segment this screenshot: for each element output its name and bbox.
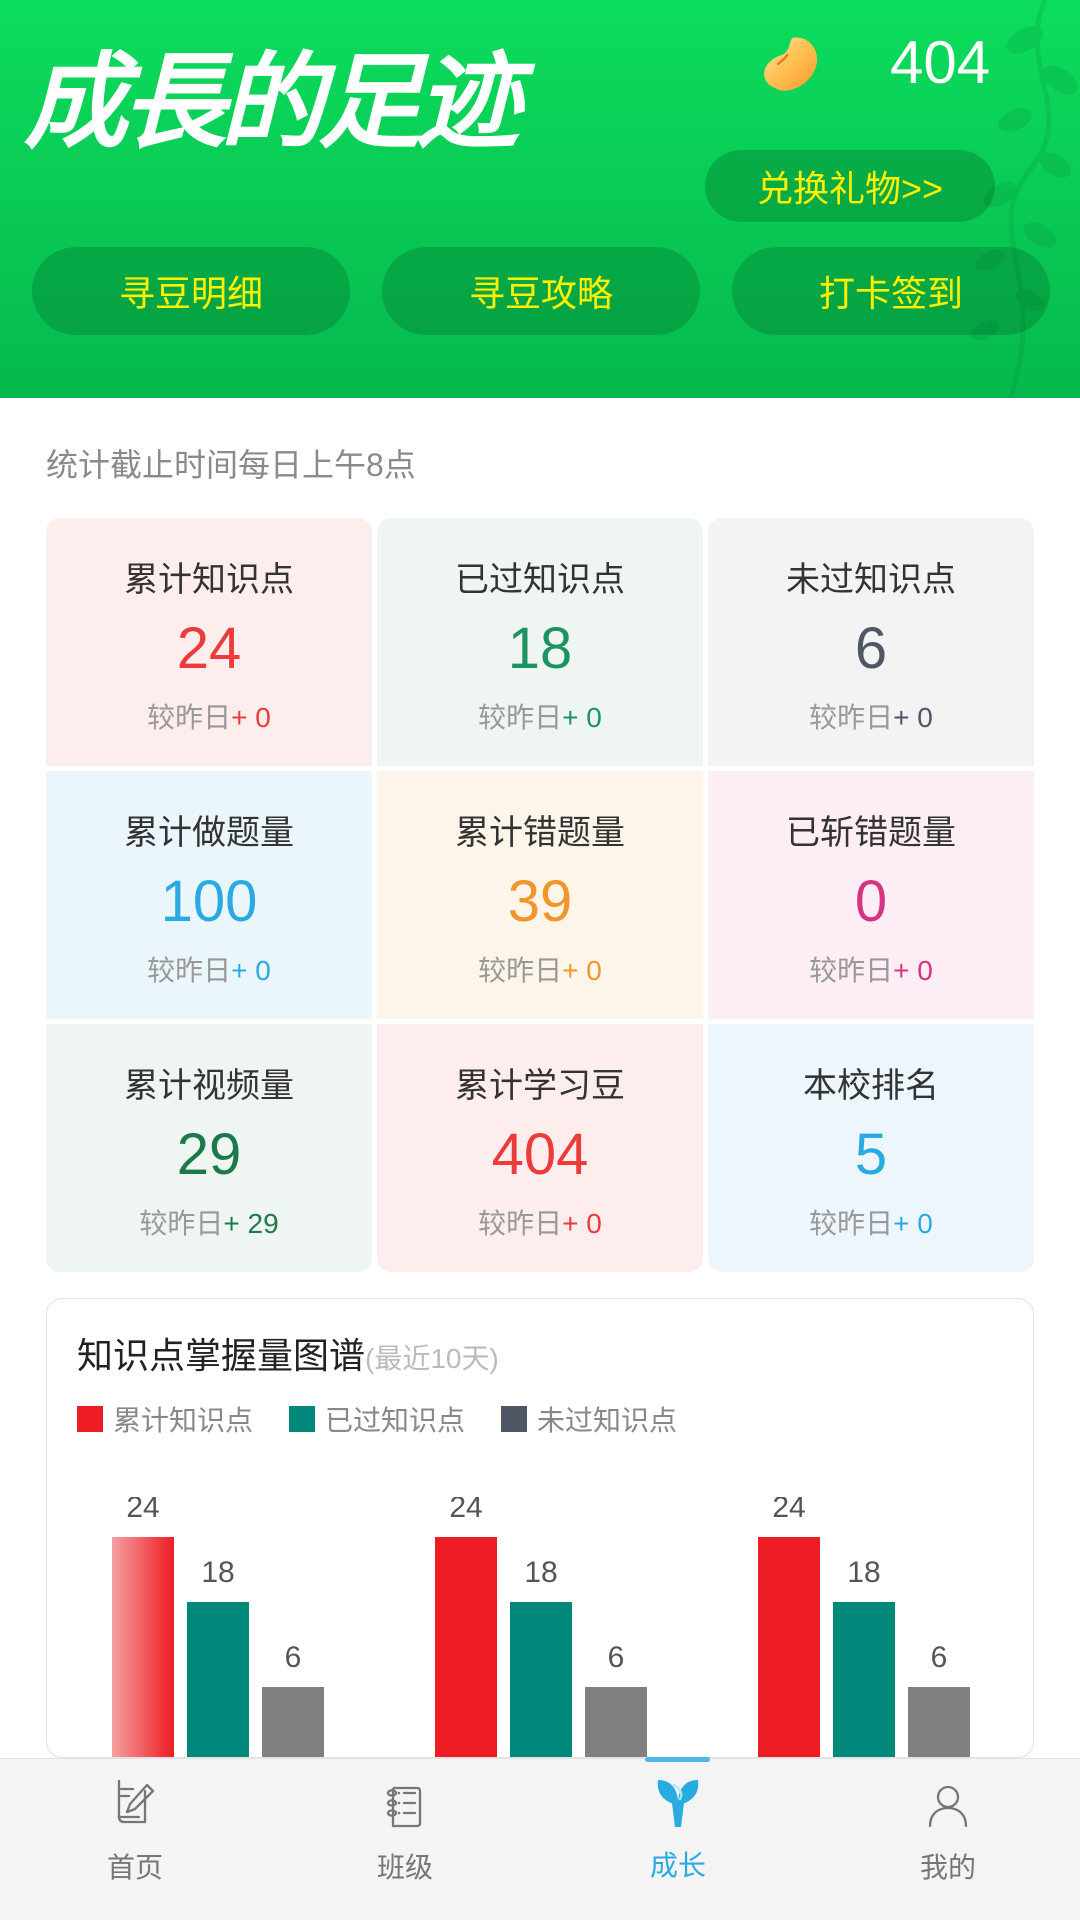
- svg-text:24: 24: [449, 1497, 482, 1524]
- svg-text:18: 18: [524, 1556, 557, 1589]
- svg-text:6: 6: [608, 1641, 625, 1674]
- svg-text:18: 18: [847, 1556, 880, 1589]
- svg-text:18: 18: [201, 1556, 234, 1589]
- svg-text:24: 24: [772, 1497, 805, 1524]
- svg-text:成長的足迹: 成長的足迹: [24, 45, 536, 161]
- svg-text:24: 24: [126, 1497, 159, 1524]
- svg-text:6: 6: [285, 1641, 302, 1674]
- svg-text:6: 6: [931, 1641, 948, 1674]
